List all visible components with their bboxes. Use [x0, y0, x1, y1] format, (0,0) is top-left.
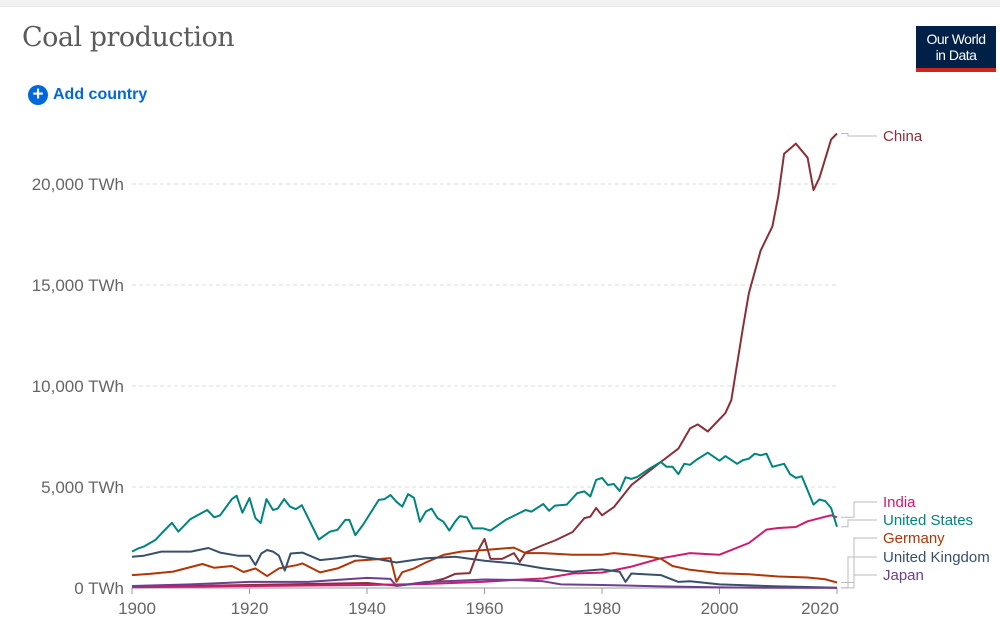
leader-line	[841, 519, 877, 528]
leader-line	[841, 574, 877, 589]
series-line-united-states	[131, 451, 838, 553]
series-label-china: China	[883, 128, 923, 145]
add-country-button[interactable]: + Add country	[28, 85, 147, 105]
series-line-japan	[131, 576, 838, 589]
x-tick-label: 1980	[583, 599, 621, 618]
chart-title: Coal production	[22, 22, 235, 53]
logo-text: Our World in Data	[926, 31, 986, 63]
series-label-india: India	[883, 494, 916, 511]
top-band	[0, 0, 1000, 7]
leader-line	[841, 556, 877, 589]
logo-bar	[916, 68, 996, 72]
series-label-germany: Germany	[883, 530, 945, 547]
y-tick-label: 10,000 TWh	[32, 377, 124, 396]
x-tick-label: 1960	[466, 599, 504, 618]
y-tick-label: 15,000 TWh	[32, 276, 124, 295]
x-tick-label: 2020	[801, 599, 839, 618]
x-tick-label: 2000	[701, 599, 739, 618]
series-line-india	[131, 514, 838, 589]
x-tick-label: 1940	[348, 599, 386, 618]
series-label-united-kingdom: United Kingdom	[883, 549, 990, 566]
series-label-united-states: United States	[883, 512, 973, 529]
leader-line	[841, 501, 877, 518]
y-tick-label: 5,000 TWh	[41, 478, 124, 497]
series-line-united-kingdom	[131, 547, 838, 589]
leader-line	[841, 537, 877, 584]
owid-logo[interactable]: Our World in Data	[916, 26, 996, 72]
y-tick-label: 20,000 TWh	[32, 175, 124, 194]
y-tick-label: 0 TWh	[74, 579, 124, 598]
series-line-china	[131, 132, 838, 588]
x-tick-label: 1920	[231, 599, 269, 618]
add-country-label: Add country	[53, 86, 148, 103]
plus-circle-icon: +	[28, 85, 48, 105]
x-tick-label: 1900	[118, 599, 156, 618]
series-line-germany	[131, 546, 838, 584]
series-label-japan: Japan	[883, 567, 924, 584]
leader-line	[841, 133, 877, 137]
